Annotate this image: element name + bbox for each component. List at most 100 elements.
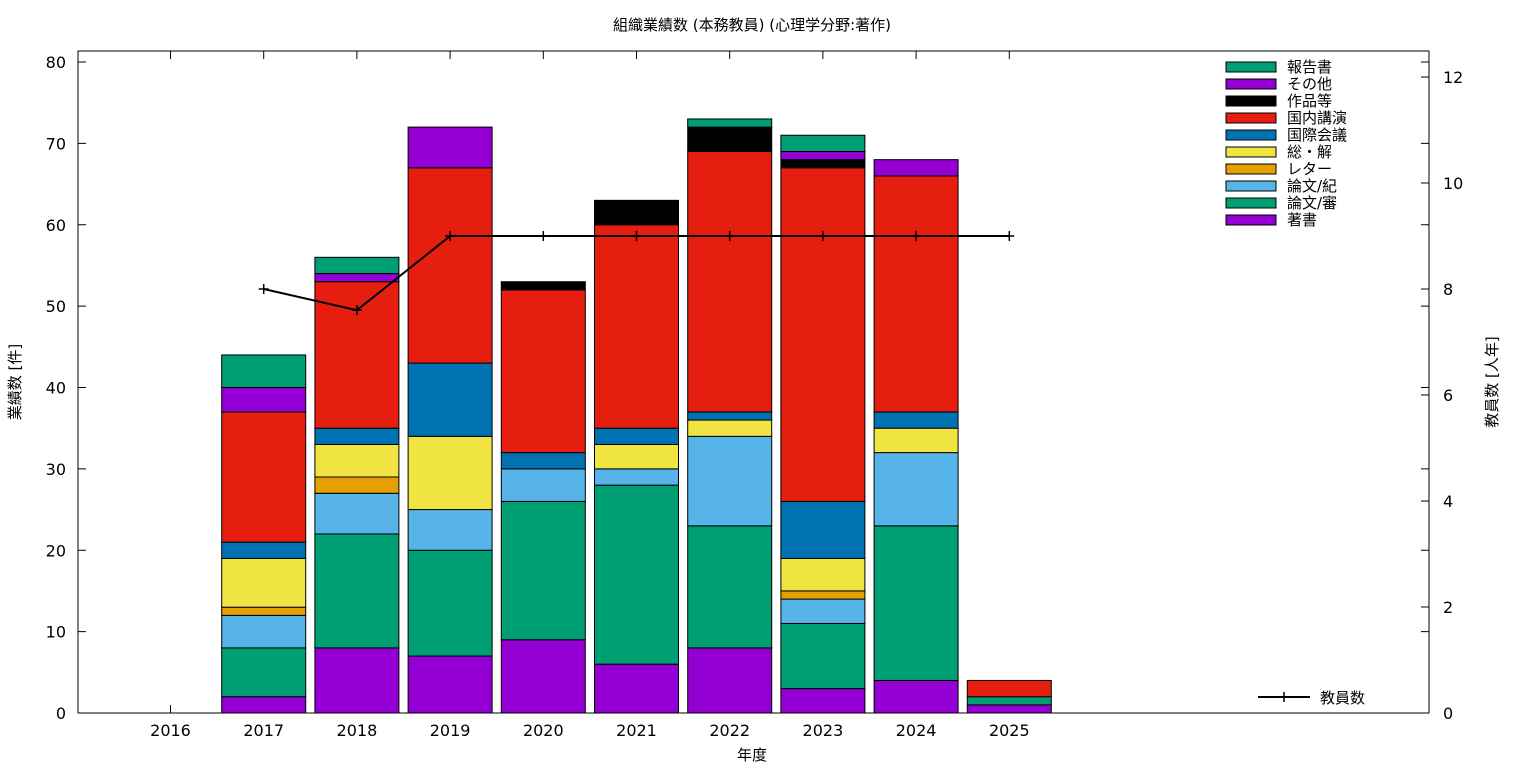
bar-segment [780, 151, 866, 161]
legend-swatch [1225, 146, 1277, 158]
legend-swatch [1225, 214, 1277, 226]
bar-segment [407, 167, 493, 364]
bar-segment [687, 126, 773, 153]
legend-swatch [1225, 129, 1277, 141]
y-tick-label: 30 [46, 460, 66, 479]
legend-swatch [1225, 163, 1277, 175]
legend-label: その他 [1287, 75, 1332, 93]
bar-segment [221, 647, 307, 698]
bar-segment [687, 435, 773, 527]
y2-tick-label: 12 [1443, 68, 1463, 87]
x-tick-label: 2023 [803, 721, 844, 740]
y-tick-label: 40 [46, 379, 66, 398]
bar-segment [407, 655, 493, 714]
bar-segment [314, 476, 400, 494]
x-tick-label: 2025 [989, 721, 1030, 740]
y-tick-label: 20 [46, 541, 66, 560]
bar-segment [873, 175, 959, 413]
bar-segment [966, 679, 1052, 698]
bar-segment [221, 696, 307, 714]
bar-segment [594, 468, 679, 486]
bar-segment [780, 557, 866, 592]
axis-tick-labels: 0 10 20 30 40 50 60 70 80 0 2 4 6 8 10 12 2016 2017 2018 20… [46, 53, 1464, 740]
bar-segment [594, 224, 679, 429]
bar-segment [780, 688, 866, 714]
y2-tick-label: 2 [1443, 598, 1453, 617]
legend-label: 論文/紀 [1287, 177, 1337, 195]
bar-segment [500, 500, 586, 641]
bar-segment [407, 362, 493, 437]
bar-segment [314, 273, 400, 283]
bar-segment [687, 419, 773, 437]
legend-line-label: 教員数 [1320, 689, 1365, 707]
legend-label: 論文/審 [1287, 194, 1337, 212]
bar-segment [873, 427, 959, 454]
legend-label: レター [1287, 160, 1332, 178]
bar-segment [780, 159, 866, 169]
bar-segment [780, 590, 866, 600]
bar-segment [314, 256, 400, 275]
bar-segment [500, 289, 586, 454]
bar-segment [221, 606, 307, 616]
x-tick-label: 2022 [709, 721, 750, 740]
plot-frame [77, 50, 1430, 714]
bar-segment [407, 126, 493, 169]
bar-segment [687, 411, 773, 421]
bar-segment [780, 134, 866, 153]
bar-segment [594, 443, 679, 470]
staff-line [258, 231, 1015, 316]
bar-segment [873, 679, 959, 714]
x-tick-label: 2024 [896, 721, 937, 740]
bar-segment [500, 468, 586, 502]
x-tick-label: 2017 [243, 721, 284, 740]
x-tick-label: 2016 [150, 721, 191, 740]
bar-segment [314, 427, 400, 445]
y2-tick-label: 8 [1443, 280, 1453, 299]
bar-segment [407, 549, 493, 657]
bar-segment [594, 199, 679, 226]
bar-segment [314, 647, 400, 714]
y-tick-label: 80 [46, 53, 66, 72]
bar-segment [314, 443, 400, 478]
bar-segment [221, 354, 307, 389]
bar-segment [873, 159, 959, 177]
bar-segment [221, 411, 307, 543]
bar-segment [407, 509, 493, 551]
bar-segment [780, 598, 866, 624]
bar-segment [314, 533, 400, 649]
legend-swatch [1225, 95, 1277, 107]
legend-label: 作品等 [1287, 92, 1332, 110]
bar-segment [221, 387, 307, 413]
bar-segment [687, 647, 773, 714]
x-tick-label: 2020 [523, 721, 564, 740]
legend-label: 著書 [1287, 211, 1317, 229]
y2-tick-label: 0 [1443, 704, 1453, 723]
y-tick-label: 50 [46, 297, 66, 316]
bar-segment [500, 639, 586, 714]
bar-segment [221, 614, 307, 649]
y2-tick-label: 10 [1443, 174, 1463, 193]
bar-segment [314, 492, 400, 535]
bar-segment [687, 118, 773, 128]
x-tick-label: 2021 [616, 721, 657, 740]
bar-segment [873, 411, 959, 429]
legend-label: 国内講演 [1287, 109, 1347, 127]
bar-segment [221, 557, 307, 608]
legend-swatch [1225, 112, 1277, 124]
bar-segment [500, 281, 586, 291]
bar-segment [221, 541, 307, 559]
y2-tick-label: 6 [1443, 386, 1453, 405]
y-tick-label: 70 [46, 134, 66, 153]
bar-segment [966, 704, 1052, 714]
y-axis-label: 業績数 [件] [6, 344, 24, 420]
x-tick-label: 2018 [337, 721, 378, 740]
bar-segment [407, 435, 493, 511]
bar-segment [594, 427, 679, 445]
bar-segment [687, 151, 773, 413]
legend-swatch [1225, 180, 1277, 192]
bar-segment [687, 525, 773, 649]
legend-swatch [1225, 78, 1277, 90]
bar-segment [873, 525, 959, 681]
